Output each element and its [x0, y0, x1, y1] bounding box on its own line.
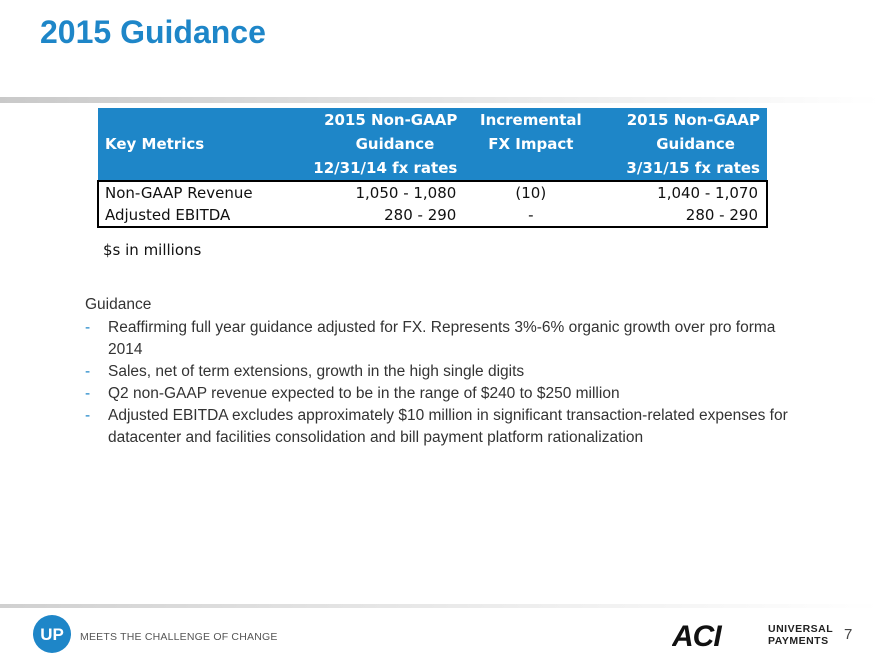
- list-item: - Sales, net of term extensions, growth …: [85, 361, 805, 383]
- list-item: - Reaffirming full year guidance adjuste…: [85, 317, 805, 361]
- top-divider: [0, 97, 880, 103]
- bullet-text: Reaffirming full year guidance adjusted …: [108, 319, 776, 358]
- brand-line-1: UNIVERSAL: [768, 623, 834, 635]
- page-number: 7: [844, 626, 853, 643]
- up-logo-icon: UP: [33, 615, 71, 653]
- header-cell: 2015 Non-GAAP: [282, 108, 465, 132]
- table-header-row: Key Metrics Guidance FX Impact Guidance: [98, 132, 767, 156]
- header-cell: 3/31/15 fx rates: [597, 156, 767, 181]
- table-header-row: 12/31/14 fx rates 3/31/15 fx rates: [98, 156, 767, 181]
- bullet-text: Q2 non-GAAP revenue expected to be in th…: [108, 385, 620, 402]
- bottom-divider: [0, 604, 880, 608]
- bullet-dash: -: [85, 407, 91, 424]
- bullet-text: Sales, net of term extensions, growth in…: [108, 363, 525, 380]
- table-cell-value: 280 - 290: [384, 206, 457, 224]
- table-header-row: 2015 Non-GAAP Incremental 2015 Non-GAAP: [98, 108, 767, 132]
- table-cell-value: 1,050 - 1,080: [355, 184, 457, 202]
- guidance-section: Guidance - Reaffirming full year guidanc…: [85, 294, 805, 449]
- header-cell: [98, 108, 283, 132]
- guidance-list: - Reaffirming full year guidance adjuste…: [85, 317, 805, 449]
- table-cell-metric: Non-GAAP Revenue: [105, 184, 253, 202]
- table-cell-metric: Adjusted EBITDA: [105, 206, 231, 224]
- header-cell: Incremental: [464, 108, 598, 132]
- aci-logo-icon: ACI: [672, 620, 723, 650]
- table-row: Non-GAAP Revenue 1,050 - 1,080 (10) 1,04…: [98, 181, 767, 204]
- header-cell: Guidance: [282, 132, 465, 156]
- bullet-dash: -: [85, 319, 91, 336]
- table-row: Adjusted EBITDA 280 - 290 - 280 - 290: [98, 204, 767, 227]
- slide-title: 2015 Guidance: [40, 14, 266, 50]
- header-cell: FX Impact: [464, 132, 598, 156]
- bullet-dash: -: [85, 385, 91, 402]
- up-logo-text: UP: [40, 625, 64, 644]
- bullet-dash: -: [85, 363, 91, 380]
- header-cell: 2015 Non-GAAP: [597, 108, 767, 132]
- table-cell-value: (10): [515, 184, 547, 202]
- header-cell: [98, 156, 283, 181]
- table-cell-value: 280 - 290: [685, 206, 758, 224]
- brand-line-2: PAYMENTS: [768, 635, 829, 647]
- bullet-text: Adjusted EBITDA excludes approximately $…: [108, 407, 788, 446]
- header-cell: [464, 156, 598, 181]
- aci-logo-text: ACI: [672, 620, 722, 650]
- table-footnote: $s in millions: [103, 241, 202, 259]
- brand-name: UNIVERSAL PAYMENTS: [768, 623, 833, 647]
- list-item: - Adjusted EBITDA excludes approximately…: [85, 405, 805, 449]
- list-item: - Q2 non-GAAP revenue expected to be in …: [85, 383, 805, 405]
- key-metrics-table: 2015 Non-GAAP Incremental 2015 Non-GAAP …: [97, 108, 768, 228]
- table-cell-value: 1,040 - 1,070: [657, 184, 758, 202]
- header-cell: 12/31/14 fx rates: [282, 156, 465, 181]
- table-cell-value: -: [528, 206, 534, 224]
- guidance-heading: Guidance: [85, 296, 152, 313]
- header-cell: Key Metrics: [98, 132, 283, 156]
- tagline: MEETS THE CHALLENGE OF CHANGE: [80, 631, 278, 643]
- header-cell: Guidance: [597, 132, 767, 156]
